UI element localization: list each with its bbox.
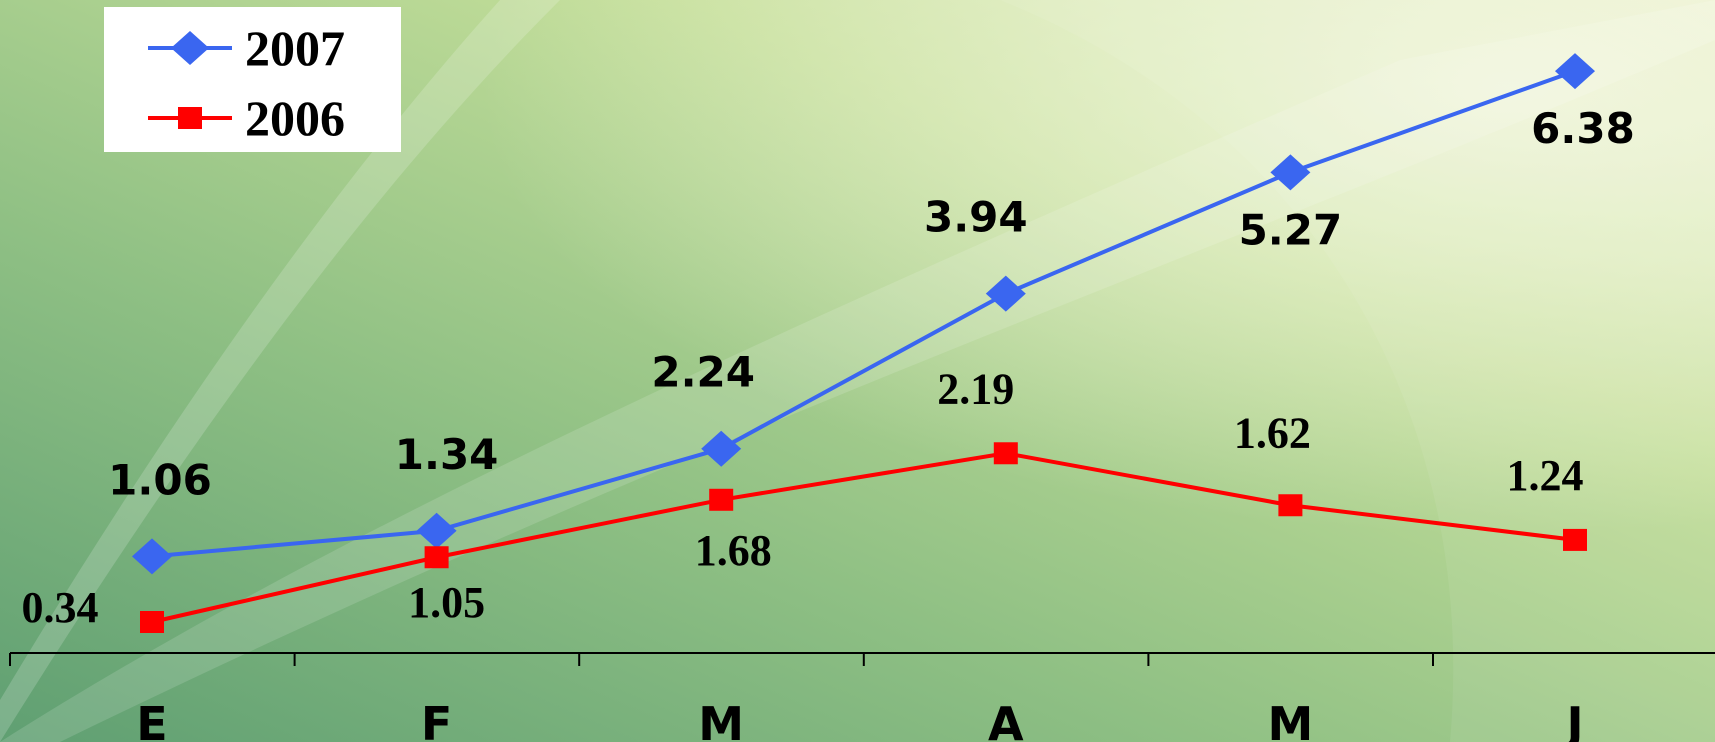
data-point	[1555, 53, 1595, 90]
legend: 2007 2006	[104, 7, 401, 152]
series-line	[151, 451, 1576, 624]
data-label: 2.19	[937, 364, 1014, 413]
data-label: 6.38	[1531, 104, 1635, 153]
data-label: 5.27	[1239, 205, 1343, 254]
diamond-marker-icon	[171, 31, 209, 65]
data-point	[424, 546, 449, 569]
legend-label: 2007	[245, 20, 345, 76]
data-label: 1.62	[1234, 408, 1311, 457]
series-2006	[140, 442, 1587, 633]
data-point	[416, 512, 457, 549]
x-axis	[9, 652, 1715, 666]
data-point	[1270, 154, 1311, 191]
data-labels: 1.06 1.34 2.24 3.94 5.27 6.38 0.34 1.05 1.68 2.19…	[22, 104, 1635, 632]
data-point	[709, 488, 734, 511]
data-point	[1278, 494, 1303, 517]
data-point	[701, 430, 742, 467]
x-tick-label: A	[988, 697, 1024, 742]
x-tick-label: M	[698, 697, 744, 742]
data-label: 1.24	[1507, 451, 1584, 500]
data-point	[985, 275, 1026, 312]
series-2007	[132, 53, 1595, 575]
data-point	[1563, 528, 1587, 551]
series-layer	[132, 53, 1595, 633]
x-tick-label: F	[421, 697, 452, 742]
legend-box	[104, 7, 401, 152]
x-tick-label: E	[136, 697, 167, 742]
data-label: 1.05	[408, 578, 485, 627]
data-point	[132, 538, 172, 575]
data-label: 2.24	[651, 348, 755, 397]
legend-entry-2007: 2007	[148, 20, 345, 76]
series-line	[151, 69, 1576, 559]
data-label: 1.34	[395, 430, 499, 479]
legend-entry-2006: 2006	[148, 90, 345, 146]
data-label: 1.68	[695, 526, 772, 575]
data-point	[993, 442, 1018, 465]
legend-label: 2006	[245, 90, 345, 146]
data-point	[140, 610, 164, 633]
x-tick-label: M	[1268, 697, 1314, 742]
data-label: 1.06	[108, 455, 212, 504]
x-tick-label: J	[1563, 697, 1583, 742]
data-label: 3.94	[924, 193, 1028, 242]
data-label: 0.34	[22, 583, 99, 632]
square-marker-icon	[178, 107, 202, 129]
